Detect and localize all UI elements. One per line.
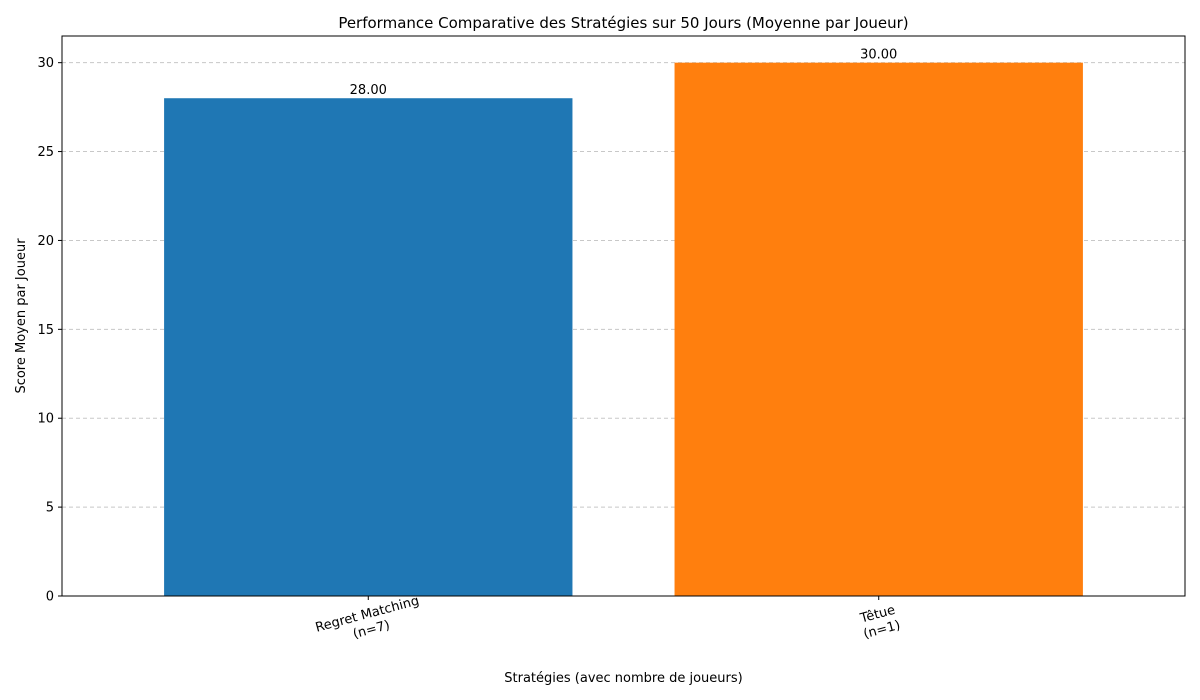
plot-frame	[61, 35, 1186, 597]
y-tick-label: 0	[46, 590, 54, 605]
y-axis-label: Score Moyen par Joueur	[14, 238, 29, 394]
x-tick-label: Regret Matching(n=7)	[314, 594, 421, 643]
bar	[674, 62, 1083, 596]
y-axis-ticks: 0 5 10 15 20 25 30	[37, 56, 62, 605]
y-tick-label: 25	[37, 145, 54, 160]
bars	[164, 62, 1083, 596]
bar-value-label: 28.00	[350, 83, 387, 98]
bar-value-label: 30.00	[860, 48, 897, 63]
x-axis-ticks: Regret Matching(n=7) Têtue(n=1)	[314, 594, 902, 643]
y-tick-label: 20	[37, 234, 54, 249]
bar	[164, 98, 573, 596]
chart-title: Performance Comparative des Stratégies s…	[338, 14, 908, 32]
x-tick-label: Têtue(n=1)	[858, 603, 902, 642]
y-tick-label: 10	[37, 412, 54, 427]
y-tick-label: 15	[37, 323, 54, 338]
y-tick-label: 5	[46, 501, 54, 516]
grid-lines	[62, 62, 1185, 508]
x-axis-label: Stratégies (avec nombre de joueurs)	[504, 671, 742, 686]
data-labels: 28.00 30.00	[350, 48, 898, 99]
y-tick-label: 30	[37, 56, 54, 71]
